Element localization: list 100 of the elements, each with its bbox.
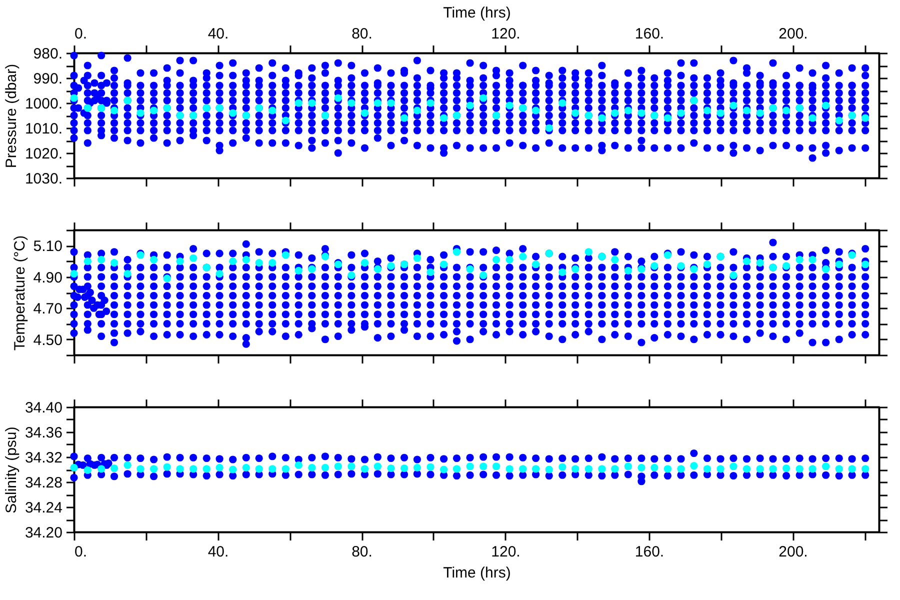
- point: [480, 62, 488, 70]
- point: [190, 56, 198, 64]
- x2-tick-label: 200.: [778, 26, 808, 42]
- point: [110, 66, 118, 74]
- point: [308, 144, 316, 152]
- point: [321, 244, 330, 253]
- point: [822, 149, 830, 157]
- point: [102, 79, 111, 87]
- x-tick-label: 80.: [352, 544, 372, 560]
- point: [440, 149, 448, 157]
- point: [242, 69, 250, 77]
- point: [348, 62, 356, 70]
- x-tick-label: 160.: [634, 544, 664, 560]
- point: [769, 238, 777, 246]
- y-tick-label: 34.24: [24, 500, 62, 516]
- point: [216, 146, 224, 154]
- y-tick-label: 34.20: [24, 524, 62, 542]
- point: [242, 240, 250, 248]
- point: [808, 154, 816, 162]
- point: [79, 461, 87, 469]
- x-tick-label: 120.: [491, 544, 520, 560]
- point: [70, 52, 78, 60]
- point: [413, 56, 422, 64]
- point: [638, 144, 646, 152]
- point: [690, 59, 698, 67]
- x-tick-label: 40.: [208, 544, 229, 560]
- point: [216, 62, 224, 70]
- point: [176, 56, 184, 64]
- x-tick-label: 200.: [778, 544, 808, 560]
- y-tick-label: 5.10: [33, 238, 62, 256]
- y-tick-label: 1010.: [24, 120, 62, 138]
- point: [86, 288, 94, 296]
- y-axis-title: Temperature (°C): [11, 235, 28, 351]
- y-tick-label: 4.50: [33, 332, 62, 349]
- point: [730, 56, 738, 64]
- point: [308, 64, 316, 72]
- point: [124, 54, 132, 62]
- x2-tick-label: 0.: [74, 26, 88, 42]
- point: [506, 69, 514, 77]
- x-axis-title: Time (hrs): [443, 564, 511, 582]
- point: [100, 296, 108, 304]
- y-tick-label: 34.28: [24, 474, 62, 492]
- y-tick-label: 990.: [33, 70, 62, 88]
- point: [716, 69, 724, 77]
- point: [808, 69, 816, 77]
- point: [677, 59, 685, 67]
- point: [80, 293, 89, 301]
- point: [334, 59, 342, 67]
- point: [796, 64, 804, 72]
- y-tick-label: 980.: [33, 46, 62, 62]
- x2-tick-label: 80.: [352, 26, 372, 42]
- point: [102, 307, 110, 316]
- y-axis-title: Pressure (dbar): [2, 64, 20, 168]
- x-tick-label: 0.: [74, 544, 88, 560]
- point: [84, 62, 92, 70]
- point: [88, 296, 96, 304]
- y-tick-label: 1020.: [24, 146, 62, 162]
- point: [519, 62, 527, 70]
- point: [268, 59, 276, 67]
- point: [545, 72, 553, 80]
- point: [321, 62, 330, 70]
- point: [862, 244, 870, 253]
- point: [638, 66, 646, 74]
- point: [638, 478, 646, 486]
- point: [98, 52, 106, 60]
- x2-tick-label: 160.: [634, 26, 664, 42]
- y-tick-label: 1000.: [24, 96, 62, 112]
- point: [426, 66, 434, 74]
- y-tick-label: 4.70: [33, 300, 62, 318]
- point: [242, 340, 250, 348]
- point: [598, 146, 606, 154]
- x2-tick-label: 40.: [208, 26, 229, 42]
- point: [282, 64, 290, 72]
- point: [664, 69, 672, 77]
- point: [229, 59, 237, 67]
- point: [730, 149, 738, 157]
- y-tick-label: 4.90: [33, 269, 62, 286]
- y-tick-label: 1030.: [24, 170, 62, 188]
- point: [163, 64, 171, 72]
- point: [255, 64, 263, 72]
- x2-tick-label: 120.: [491, 26, 520, 42]
- point: [374, 64, 382, 72]
- y-tick-label: 34.36: [24, 424, 62, 442]
- point: [598, 62, 606, 70]
- point: [822, 246, 830, 254]
- point: [835, 248, 843, 256]
- point: [822, 62, 830, 70]
- point: [452, 337, 461, 345]
- point: [558, 66, 566, 74]
- point: [756, 72, 764, 80]
- x2-axis-title: Time (hrs): [443, 4, 511, 22]
- point: [334, 149, 342, 157]
- point: [769, 59, 777, 67]
- y-axis-title: Salinity (psu): [2, 426, 20, 514]
- point: [862, 64, 870, 72]
- point: [80, 76, 88, 84]
- point: [466, 59, 474, 67]
- point: [110, 338, 118, 346]
- point: [532, 66, 540, 74]
- point: [90, 79, 98, 87]
